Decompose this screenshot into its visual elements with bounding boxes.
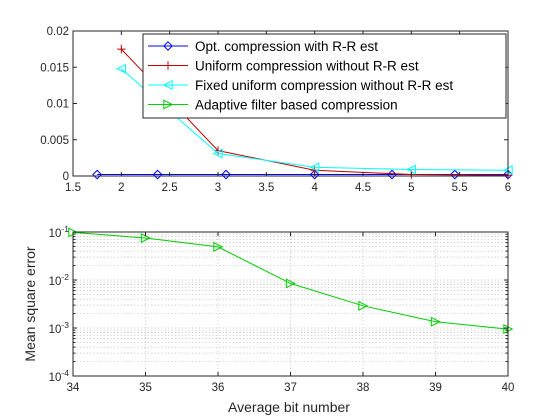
series-0-point [449, 169, 460, 180]
y-tick-label: 10-3 [49, 320, 70, 336]
x-tick-label: 2 [118, 182, 124, 194]
x-tick-label: 39 [429, 382, 442, 394]
series-2-point [212, 148, 223, 159]
y-tick-exponent: -1 [61, 224, 69, 234]
y-tick-label: 0 [63, 171, 69, 183]
x-tick-label: 4.5 [355, 182, 371, 194]
legend-marker-2 [162, 79, 173, 91]
x-tick-label: 34 [67, 382, 80, 394]
x-tick-label: 36 [212, 382, 225, 394]
series-0-line [72, 231, 509, 330]
legend-label-1: Uniform compression without R-R est [195, 59, 419, 74]
x-tick-label: 3 [215, 182, 221, 194]
y-tick-label: 0.015 [40, 62, 69, 74]
series-0-point [213, 241, 224, 252]
x-tick-label: 5.5 [452, 182, 468, 194]
legend-marker-1 [163, 61, 173, 70]
x-tick-label: 2.5 [162, 182, 178, 194]
series-2-point [116, 63, 127, 74]
y-tick-exponent: -2 [61, 272, 69, 282]
legend-label-2: Fixed uniform compression without R-R es… [195, 78, 453, 93]
x-tick-label: 37 [284, 382, 297, 394]
series-0-point [358, 300, 369, 311]
x-tick-label: 40 [502, 382, 515, 394]
series-0-point [285, 278, 296, 289]
x-tick-label: 38 [357, 382, 370, 394]
x-tick-label: 5 [408, 182, 414, 194]
legend-label-0: Opt. compression with R-R est [195, 39, 378, 54]
x-tick-label: 4 [311, 182, 318, 194]
legend-marker-0 [163, 41, 173, 51]
series-2-line [121, 68, 509, 171]
legend: Opt. compression with R-R est Uniform com… [142, 33, 507, 119]
x-tick-label: 6 [505, 182, 511, 194]
y-tick-exponent: -3 [61, 320, 69, 330]
series-2-point [406, 164, 417, 175]
x-tick-label: 3.5 [258, 182, 274, 194]
series-0-point [152, 169, 163, 180]
y-tick-label: 10-2 [49, 272, 70, 288]
bottom-x-axis-label: Average bit number [228, 399, 350, 415]
y-tick-label: 0.005 [40, 135, 69, 147]
legend-label-3: Adaptive filter based compression [195, 98, 398, 113]
y-tick-label: 0.02 [47, 26, 69, 38]
bottom-y-axis-label: Mean square error [22, 246, 38, 362]
series-0-point [309, 169, 320, 180]
top-axes: 1.5 2 2.5 3 3.5 4 4.5 5 5.5 6 0 0.005 0.01 0.015 0.02 O… [40, 26, 513, 194]
series-0-point [92, 169, 103, 180]
x-tick-label: 1.5 [65, 182, 81, 194]
series-0-point [430, 316, 441, 327]
legend-box [142, 33, 507, 119]
series-2-point [309, 162, 320, 173]
x-tick-label: 35 [139, 382, 152, 394]
y-tick-exponent: -4 [61, 368, 69, 378]
series-0-point [221, 169, 231, 180]
legend-marker-3 [163, 99, 174, 110]
series-1-point [117, 44, 126, 54]
y-tick-label: 0.01 [47, 99, 69, 111]
y-tick-label: 10-1 [49, 224, 70, 240]
